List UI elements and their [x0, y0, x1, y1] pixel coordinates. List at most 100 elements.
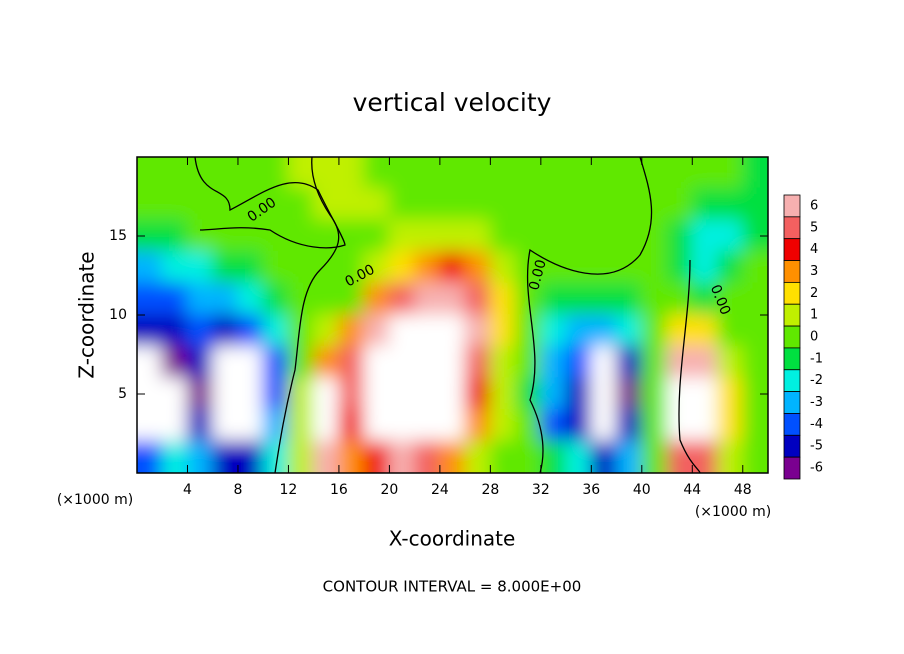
- field-cell: [540, 440, 567, 473]
- field-cell: [287, 251, 315, 285]
- field-cell: [716, 251, 744, 285]
- field-cell: [439, 187, 466, 221]
- field-cell: [540, 377, 567, 411]
- field-cell: [388, 282, 416, 316]
- field-cell: [338, 314, 365, 348]
- field-cell: [565, 345, 592, 379]
- field-cell: [388, 377, 416, 411]
- colorbar-box: [783, 194, 801, 218]
- field-cell: [388, 219, 416, 253]
- field-cell: [338, 219, 365, 253]
- x-unit: (×1000 m): [695, 504, 771, 520]
- field-cell: [742, 409, 768, 443]
- field-cell: [641, 187, 668, 221]
- field-cell: [615, 377, 643, 411]
- field-cell: [489, 251, 517, 285]
- field-cell: [212, 440, 239, 473]
- field-cell: [540, 219, 567, 253]
- x-tick-label: 32: [532, 482, 550, 498]
- colorbar-label: 6: [810, 198, 818, 213]
- field-cell: [137, 409, 163, 443]
- field-cell: [262, 345, 290, 379]
- field-cell: [489, 377, 517, 411]
- field-cell: [565, 409, 592, 443]
- field-cell: [212, 251, 239, 285]
- field-cell: [414, 157, 441, 190]
- field-cell: [237, 157, 264, 190]
- field-cell: [590, 282, 618, 316]
- field-cell: [287, 219, 315, 253]
- field-cell: [716, 282, 744, 316]
- field-cell: [489, 409, 517, 443]
- colorbar-label: 0: [810, 330, 818, 345]
- field-cell: [716, 345, 744, 379]
- field-cell: [615, 157, 643, 190]
- y-axis-label: Z-coordinate: [75, 251, 99, 378]
- field-cell: [363, 282, 391, 316]
- field-cell: [313, 157, 340, 190]
- field-cell: [363, 345, 391, 379]
- field-cell: [161, 440, 189, 473]
- x-tick-label: 4: [183, 482, 192, 498]
- field-cell: [161, 409, 189, 443]
- field-cell: [161, 187, 189, 221]
- field-cell: [262, 314, 290, 348]
- field-cell: [414, 251, 441, 285]
- x-tick-label: 20: [380, 482, 398, 498]
- field-cell: [641, 314, 668, 348]
- x-tick-label: 48: [734, 482, 752, 498]
- field-cell: [287, 157, 315, 190]
- colorbar-box: [783, 391, 801, 414]
- field-cell: [641, 440, 668, 473]
- field-cell: [161, 157, 189, 190]
- field-cell: [590, 377, 618, 411]
- field-cell: [439, 409, 466, 443]
- field-cell: [615, 440, 643, 473]
- field-cell: [514, 219, 542, 253]
- field-cell: [186, 251, 214, 285]
- field-cell: [388, 314, 416, 348]
- field-cell: [540, 345, 567, 379]
- field-cell: [590, 440, 618, 473]
- colorbar-box: [783, 325, 801, 349]
- field-cell: [237, 409, 264, 443]
- field-cell: [313, 314, 340, 348]
- field-cell: [464, 251, 491, 285]
- field-cell: [186, 219, 214, 253]
- field-cell: [666, 314, 693, 348]
- field-cell: [212, 219, 239, 253]
- field-cell: [161, 377, 189, 411]
- field-cell: [262, 282, 290, 316]
- field-cell: [742, 440, 768, 473]
- field-cell: [464, 409, 491, 443]
- field-cell: [388, 440, 416, 473]
- field-cell: [565, 157, 592, 190]
- field-cell: [137, 314, 163, 348]
- field-cell: [414, 219, 441, 253]
- y-tick-label: 5: [118, 386, 127, 402]
- field-cell: [590, 314, 618, 348]
- chart-title: vertical velocity: [353, 88, 552, 117]
- colorbar-label: 2: [810, 286, 818, 301]
- colorbar-box: [783, 216, 801, 240]
- field-cell: [565, 440, 592, 473]
- field-cell: [212, 314, 239, 348]
- field-cell: [716, 409, 744, 443]
- contour-line: [526, 156, 653, 474]
- field-cell: [691, 345, 719, 379]
- field-cell: [464, 314, 491, 348]
- field-cell: [464, 345, 491, 379]
- field-cell: [666, 251, 693, 285]
- field-cell: [363, 440, 391, 473]
- field-cell: [641, 345, 668, 379]
- y-tick-label: 15: [109, 228, 127, 244]
- field-cell: [363, 409, 391, 443]
- field-cell: [287, 345, 315, 379]
- field-cell: [691, 187, 719, 221]
- x-tick-label: 12: [280, 482, 298, 498]
- field-cell: [137, 251, 163, 285]
- field-cell: [161, 314, 189, 348]
- colorbar-box: [783, 369, 801, 393]
- field-cell: [186, 409, 214, 443]
- field-cell: [691, 377, 719, 411]
